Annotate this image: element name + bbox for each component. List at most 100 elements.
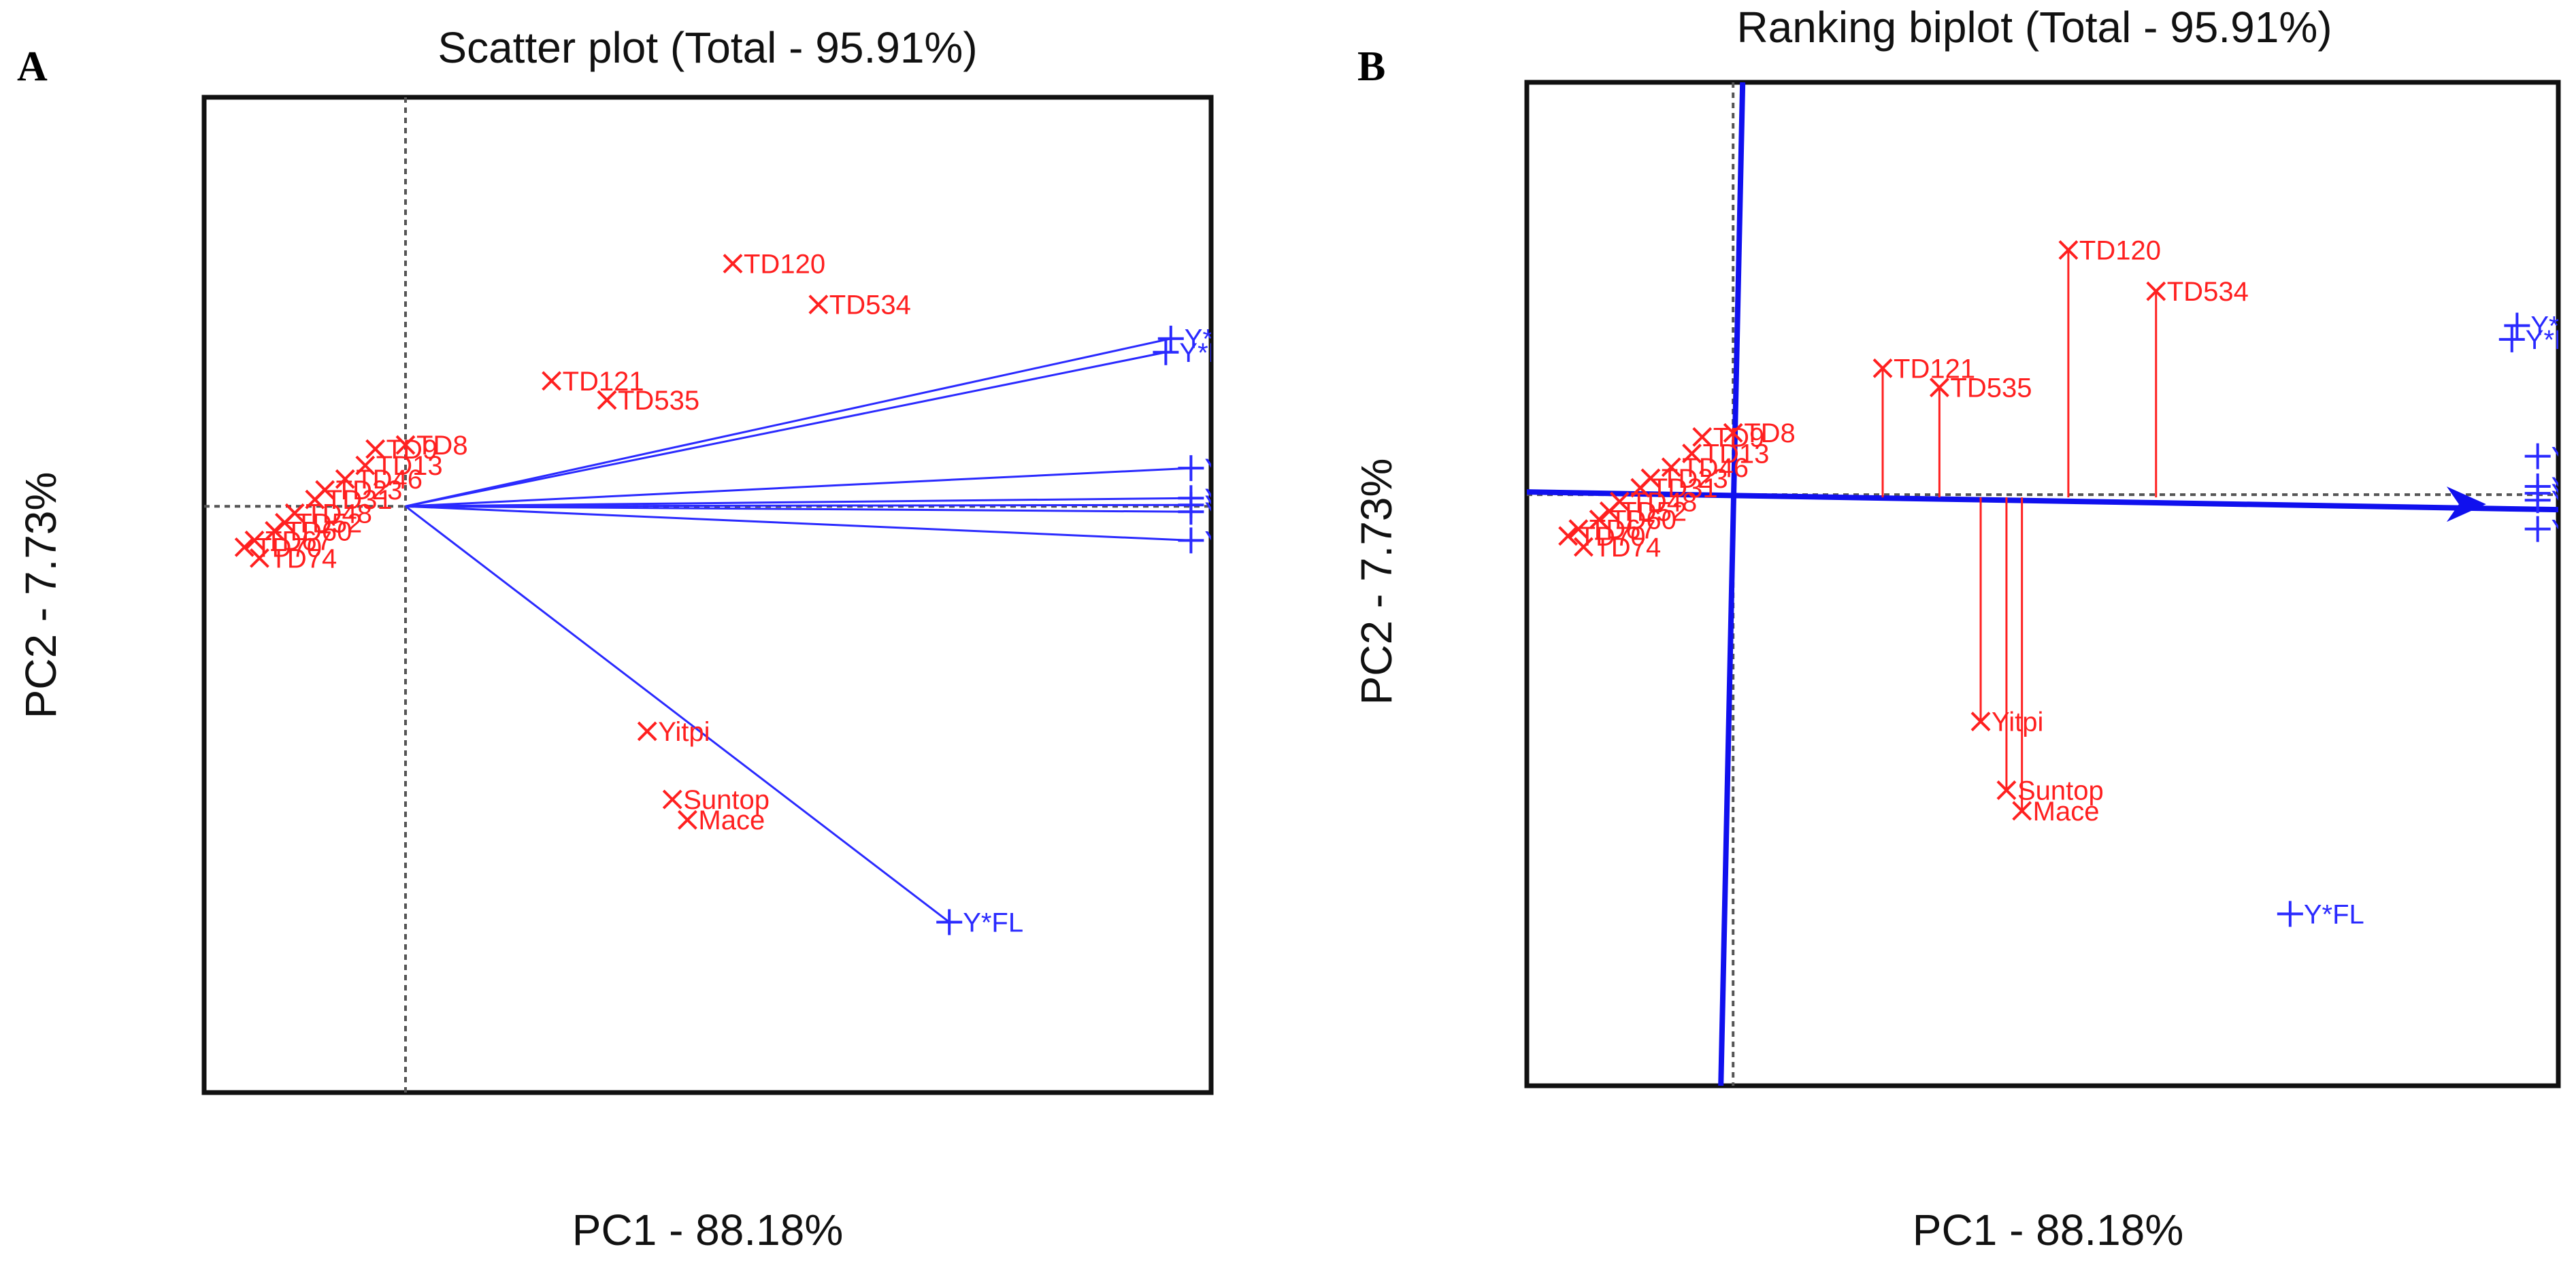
panel-b-y-axis-label: PC2 - 7.73% xyxy=(1352,459,1401,705)
environment-label-y-rw: Y*RW xyxy=(1204,490,1278,520)
genotype-label-td46: TD46 xyxy=(356,465,423,495)
genotype-label-td70: TD70 xyxy=(255,533,322,563)
environment-marker-y-fl xyxy=(2277,901,2303,927)
vector-y-e xyxy=(405,351,1166,508)
environment-label-y-s: Y*S xyxy=(1204,454,1251,484)
environment-label-y-e: Y*E xyxy=(2526,325,2573,355)
vector-y-rw xyxy=(405,503,1191,508)
environment-label-y-e: Y*E xyxy=(1179,338,1226,368)
genotype-marker-td74 xyxy=(1573,537,1594,557)
environment-marker-y-sa xyxy=(1178,527,1204,554)
genotype-marker-td121 xyxy=(542,371,562,391)
genotype-marker-td9 xyxy=(365,439,386,459)
genotype-marker-td67 xyxy=(1568,519,1589,539)
genotype-label-td535: TD535 xyxy=(1950,373,2032,403)
environment-marker-y-tk xyxy=(2524,487,2551,514)
genotype-label-td534: TD534 xyxy=(829,290,911,320)
genotype-label-td535: TD535 xyxy=(618,386,699,416)
genotype-label-td70: TD70 xyxy=(1579,522,1646,552)
genotype-marker-yitpi xyxy=(637,721,657,742)
genotype-label-td52: TD52 xyxy=(1620,497,1687,527)
genotype-marker-td534 xyxy=(2146,281,2166,301)
panel-letter-b: B xyxy=(1357,44,1385,90)
genotype-marker-mace xyxy=(2012,801,2032,821)
environment-label-y-sa: Y*SA xyxy=(2552,515,2576,545)
environment-label-y-sw: Y*SW xyxy=(1204,484,1277,514)
genotype-marker-td46 xyxy=(1661,457,1681,478)
genotype-label-td120: TD120 xyxy=(2079,236,2161,266)
genotype-label-td8: TD8 xyxy=(1744,418,1796,448)
genotype-label-td121: TD121 xyxy=(1894,354,1975,384)
genotype-marker-td120 xyxy=(723,254,743,273)
genotype-label-td8: TD8 xyxy=(416,431,468,461)
genotype-marker-td535 xyxy=(597,390,617,410)
panel-b-aec-abscissa xyxy=(1527,489,2558,513)
panel-a-environment-vectors xyxy=(405,337,1191,923)
panel-a-genotype-points: TD120TD534TD121TD535YitpiSuntopMaceTD74T… xyxy=(234,250,911,835)
genotype-marker-td120 xyxy=(2058,240,2079,260)
panel-a-x-axis-label: PC1 - 88.18% xyxy=(572,1205,843,1254)
panel-b-aec-arrow-head xyxy=(2446,486,2486,522)
genotype-marker-td60 xyxy=(1589,510,1609,529)
environment-marker-y-tk xyxy=(1178,499,1204,525)
panel-b: B Ranking biplot (Total - 95.91%) PC1 - … xyxy=(1352,3,2576,1254)
environment-marker-y-e xyxy=(2498,326,2525,352)
vector-y-sa xyxy=(405,505,1191,542)
genotype-label-td48: TD48 xyxy=(1630,487,1697,517)
genotype-label-td534: TD534 xyxy=(2167,277,2249,307)
genotype-marker-yitpi xyxy=(1970,712,1991,731)
environment-label-y-sw: Y*SW xyxy=(2552,472,2576,502)
genotype-marker-td535 xyxy=(1929,378,1949,397)
genotype-label-td67: TD67 xyxy=(265,526,332,556)
genotype-label-td60: TD60 xyxy=(1610,505,1677,535)
genotype-marker-td70 xyxy=(1558,526,1579,546)
panel-b-plot-frame xyxy=(1524,80,2561,1088)
environment-marker-y-fl xyxy=(936,909,963,935)
genotype-label-mace: Mace xyxy=(698,805,765,835)
panel-letter-a: A xyxy=(17,44,48,90)
genotype-label-td74: TD74 xyxy=(270,544,337,573)
environment-marker-y-sa xyxy=(2524,516,2551,542)
genotype-marker-td13 xyxy=(1682,444,1702,463)
panel-a-plot-frame xyxy=(201,95,1214,1095)
vector-y-b xyxy=(405,337,1172,508)
environment-marker-y-b xyxy=(2504,312,2530,339)
panel-b-x-axis-label: PC1 - 88.18% xyxy=(1913,1205,2183,1254)
genotype-marker-td121 xyxy=(1872,358,1893,378)
genotype-label-td23: TD23 xyxy=(336,476,403,505)
genotype-label-td9: TD9 xyxy=(1713,422,1765,452)
genotype-label-td67: TD67 xyxy=(1589,515,1656,545)
genotype-label-td31: TD31 xyxy=(1651,473,1718,503)
environment-label-y-rw: Y*RW xyxy=(2552,479,2576,509)
genotype-marker-td52 xyxy=(1599,501,1619,521)
panel-b-aec-ordinate xyxy=(1718,82,1746,1086)
genotype-label-td120: TD120 xyxy=(744,250,825,280)
environment-marker-y-s xyxy=(2524,443,2551,469)
environment-label-y-tk: Y*TK xyxy=(1204,497,1268,527)
genotype-marker-td60 xyxy=(265,520,285,541)
panel-a-y-axis-label: PC2 - 7.73% xyxy=(16,472,65,719)
environment-marker-y-s xyxy=(1178,455,1204,482)
panel-a-title: Scatter plot (Total - 95.91%) xyxy=(437,23,977,72)
panel-a-environment-points: Y*BY*E Y*SY*SWY*RWY*TKY*SA Y*FL xyxy=(936,325,1278,937)
genotype-label-td52: TD52 xyxy=(295,508,362,538)
environment-label-y-fl: Y*FL xyxy=(2304,899,2364,929)
genotype-label-td121: TD121 xyxy=(563,367,644,397)
genotype-marker-suntop xyxy=(662,789,682,810)
genotype-label-suntop: Suntop xyxy=(2017,776,2104,806)
panel-b-environment-points: Y*BY*E Y*SY*SWY*RWY*TKY*SA Y*FL xyxy=(2277,312,2576,929)
genotype-marker-td13 xyxy=(355,455,376,476)
genotype-marker-suntop xyxy=(1996,780,2017,800)
genotype-label-yitpi: Yitpi xyxy=(658,717,710,747)
vector-y-sw xyxy=(405,497,1191,508)
vector-y-s xyxy=(405,467,1191,508)
environment-marker-y-b xyxy=(1157,325,1184,352)
genotype-marker-td46 xyxy=(335,469,355,489)
genotype-label-td23: TD23 xyxy=(1662,464,1728,494)
genotype-marker-td67 xyxy=(244,530,265,550)
environment-label-y-b: Y*B xyxy=(2530,312,2576,342)
vector-y-fl xyxy=(405,505,951,923)
genotype-label-td46: TD46 xyxy=(1682,453,1749,483)
panel-b-genotype-points: TD120TD534TD121TD535YitpiSuntopMaceTD74T… xyxy=(1558,236,2249,827)
